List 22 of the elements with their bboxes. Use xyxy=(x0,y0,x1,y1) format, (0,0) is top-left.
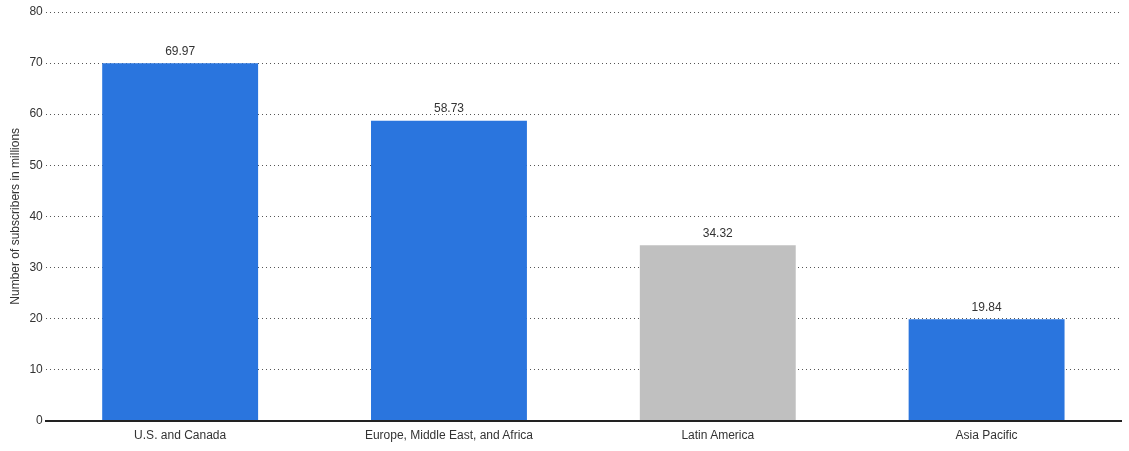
data-label: 34.32 xyxy=(702,225,734,240)
y-tick-label: 0 xyxy=(36,412,44,427)
y-tick-label: 80 xyxy=(29,4,44,19)
y-tick-label: 10 xyxy=(29,361,44,376)
y-tick-label: 70 xyxy=(29,55,44,70)
bar xyxy=(908,319,1065,421)
data-label: 69.97 xyxy=(165,43,196,58)
x-tick-label: Latin America xyxy=(681,428,755,443)
y-tick-label: 20 xyxy=(29,310,44,325)
y-tick-label: 40 xyxy=(29,208,44,223)
data-label: 19.84 xyxy=(971,299,1002,314)
x-tick-label: U.S. and Canada xyxy=(134,428,227,443)
y-axis-title: Number of subscribers in millions xyxy=(7,127,22,305)
x-tick-label: Europe, Middle East, and Africa xyxy=(364,428,534,443)
y-tick-label: 60 xyxy=(29,106,44,121)
bar xyxy=(371,120,527,421)
y-tick-label: 30 xyxy=(29,259,44,274)
bar xyxy=(102,63,259,421)
x-tick-label: Asia Pacific xyxy=(955,428,1018,443)
y-tick-label: 50 xyxy=(29,157,44,172)
data-label: 58.73 xyxy=(433,100,465,115)
bar xyxy=(639,245,796,421)
